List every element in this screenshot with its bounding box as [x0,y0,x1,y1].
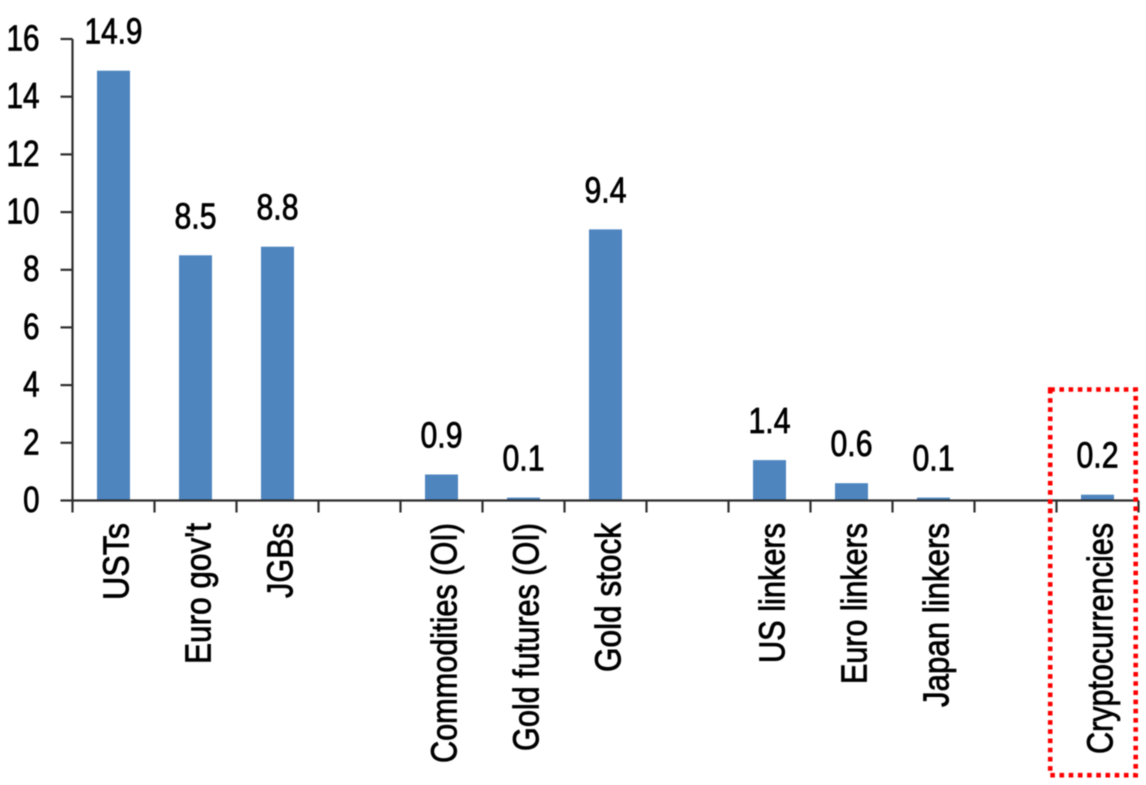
svg-text:10: 10 [7,191,40,232]
svg-text:USTs: USTs [96,523,137,600]
svg-text:0.6: 0.6 [831,423,873,464]
svg-text:14.9: 14.9 [85,11,143,52]
svg-text:Commodities (OI): Commodities (OI) [424,523,465,763]
svg-text:8.8: 8.8 [257,187,299,228]
svg-text:0: 0 [23,479,39,520]
svg-text:Gold futures (OI): Gold futures (OI) [506,523,547,751]
svg-text:14: 14 [7,75,40,116]
svg-text:0.2: 0.2 [1077,435,1119,476]
svg-text:0.9: 0.9 [421,415,463,456]
svg-text:12: 12 [7,133,40,174]
svg-text:0.1: 0.1 [913,438,955,479]
svg-text:4: 4 [23,364,39,405]
svg-text:US linkers: US linkers [752,523,793,663]
svg-text:Cryptocurrencies: Cryptocurrencies [1080,523,1121,754]
svg-text:Euro gov't: Euro gov't [178,523,219,664]
svg-text:8: 8 [23,248,39,289]
svg-text:1.4: 1.4 [749,400,791,441]
svg-text:8.5: 8.5 [175,195,217,236]
svg-text:JGBs: JGBs [260,523,301,598]
svg-text:Gold stock: Gold stock [588,522,629,672]
svg-text:6: 6 [23,306,39,347]
svg-text:16: 16 [7,18,40,59]
svg-text:2: 2 [23,421,39,462]
svg-text:Japan linkers: Japan linkers [916,523,957,707]
svg-text:Euro linkers: Euro linkers [834,523,875,684]
svg-text:9.4: 9.4 [585,169,627,210]
svg-text:0.1: 0.1 [503,438,545,479]
